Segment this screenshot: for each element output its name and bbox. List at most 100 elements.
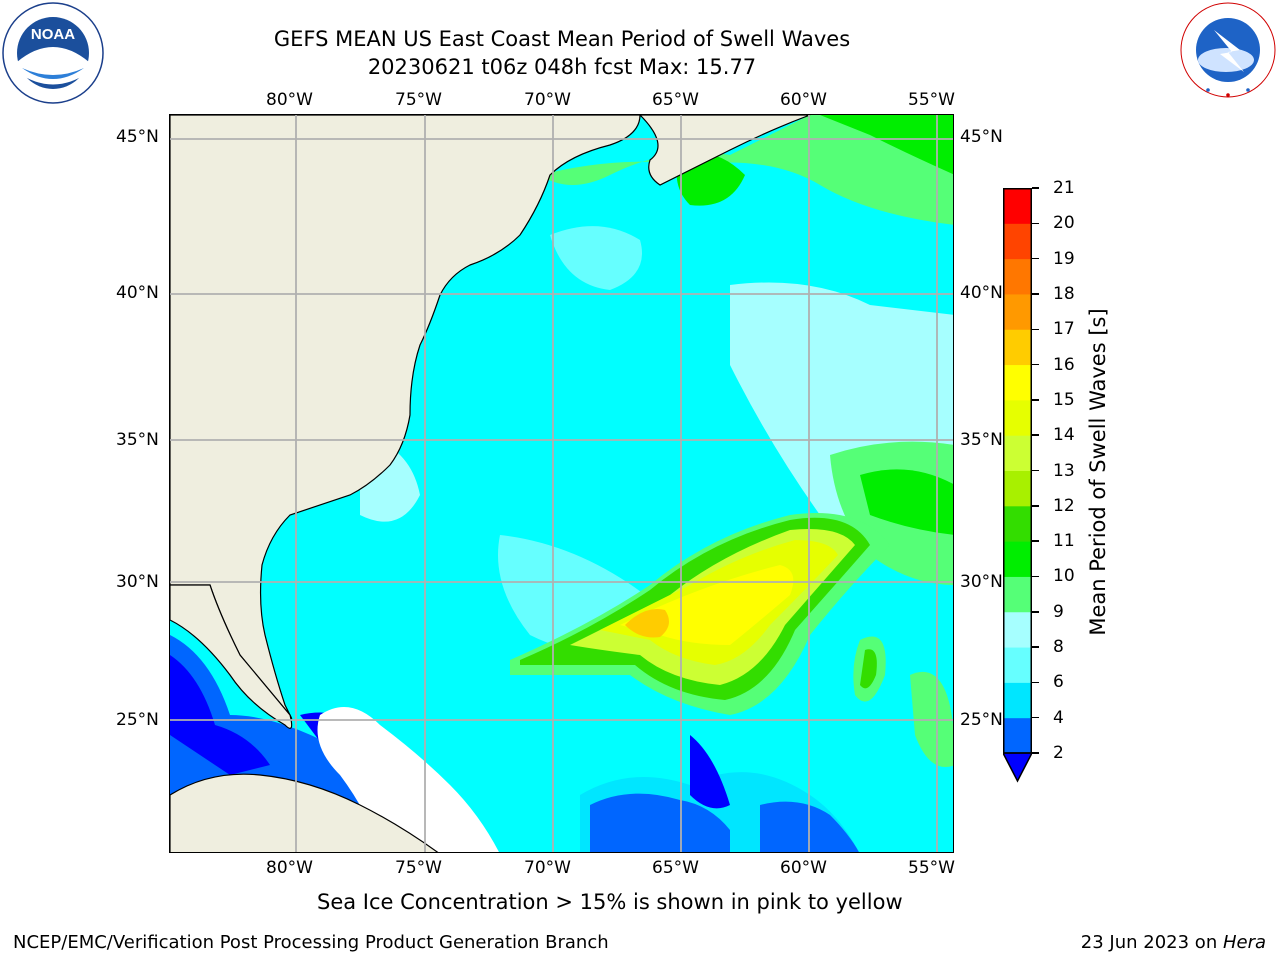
lon-label-top: 55°W xyxy=(908,90,955,110)
colorbar-tick-mark xyxy=(1032,187,1039,189)
colorbar-tick-label: 14 xyxy=(1053,425,1075,446)
noaa-logo-text: NOAA xyxy=(31,26,75,43)
colorbar-tick-mark xyxy=(1032,505,1039,507)
colorbar-tick-label: 2 xyxy=(1053,743,1064,763)
colorbar-tick-mark xyxy=(1032,399,1039,401)
land-florida xyxy=(170,584,293,729)
colorbar-band xyxy=(1003,717,1032,754)
bahamas-banks xyxy=(317,707,499,852)
lat-label-left: 35°N xyxy=(116,430,159,450)
lat-label-left: 40°N xyxy=(116,283,159,303)
lon-label-top: 70°W xyxy=(524,90,571,110)
footer-date: 23 Jun 2023 on Hera xyxy=(1081,932,1266,953)
colorbar-tick-mark xyxy=(1032,469,1039,472)
lat-label-right: 35°N xyxy=(960,430,1003,450)
nws-logo xyxy=(1178,2,1278,102)
chart-subtitle: 20230621 t06z 048h fcst Max: 15.77 xyxy=(367,55,757,79)
colorbar-tick-label: 8 xyxy=(1053,637,1064,658)
colorbar-tick-label: 9 xyxy=(1053,601,1064,622)
swell-period-map xyxy=(170,115,953,852)
colorbar-band xyxy=(1003,293,1032,330)
colorbar-band xyxy=(1003,223,1032,260)
footer-date-text: 23 Jun 2023 on xyxy=(1080,932,1223,953)
colorbar-band xyxy=(1003,399,1032,436)
colorbar-band xyxy=(1003,505,1032,542)
colorbar-tick-mark xyxy=(1032,611,1039,613)
colorbar-tick-label: 10 xyxy=(1053,566,1075,587)
colorbar-tick-mark xyxy=(1032,293,1039,295)
colorbar-tick-mark xyxy=(1032,575,1039,578)
field-under-2s xyxy=(690,735,730,809)
lat-label-left: 30°N xyxy=(116,572,159,592)
map-panel xyxy=(169,114,954,853)
colorbar-label: Mean Period of Swell Waves [s] xyxy=(1086,308,1110,636)
lat-label-right: 30°N xyxy=(960,572,1003,592)
noaa-logo: NOAA xyxy=(2,2,104,104)
colorbar-tick-label: 15 xyxy=(1053,389,1075,410)
colorbar-band xyxy=(1003,647,1032,683)
colorbar-band xyxy=(1003,576,1032,613)
colorbar-tick-label: 20 xyxy=(1053,213,1075,234)
colorbar-tick-mark xyxy=(1032,222,1039,225)
field-8s-patch xyxy=(550,226,642,290)
lon-label-bottom: 70°W xyxy=(524,858,571,878)
colorbar-band xyxy=(1003,435,1032,471)
lon-label-top: 80°W xyxy=(266,90,313,110)
field-15-16s-peak xyxy=(625,609,669,638)
lon-label-bottom: 65°W xyxy=(652,858,699,878)
lon-label-bottom: 60°W xyxy=(780,858,827,878)
colorbar xyxy=(1001,188,1034,788)
colorbar-band xyxy=(1003,682,1032,719)
colorbar-scale xyxy=(1001,188,1034,783)
colorbar-tick-label: 18 xyxy=(1053,283,1075,304)
colorbar-tick-label: 13 xyxy=(1053,460,1075,481)
field-11-12s-streak xyxy=(860,649,877,689)
sea-ice-note: Sea Ice Concentration > 15% is shown in … xyxy=(317,890,903,914)
colorbar-tick-mark xyxy=(1032,434,1039,436)
colorbar-tick-mark xyxy=(1032,540,1039,542)
lon-label-top: 75°W xyxy=(395,90,442,110)
colorbar-tick-mark xyxy=(1032,681,1039,684)
colorbar-tick-label: 17 xyxy=(1053,319,1075,340)
lat-label-right: 45°N xyxy=(960,127,1003,147)
chart-title: GEFS MEAN US East Coast Mean Period of S… xyxy=(273,27,851,51)
colorbar-band xyxy=(1003,258,1032,295)
lat-label-right: 40°N xyxy=(960,283,1003,303)
lat-label-left: 25°N xyxy=(116,710,159,730)
land-nova-scotia xyxy=(639,115,811,186)
lon-label-bottom: 75°W xyxy=(395,858,442,878)
lon-label-top: 60°W xyxy=(780,90,827,110)
lat-label-left: 45°N xyxy=(116,127,159,147)
colorbar-tick-label: 19 xyxy=(1053,248,1075,269)
colorbar-tick-mark xyxy=(1032,646,1039,648)
colorbar-tick-mark xyxy=(1032,363,1039,366)
footer-branch: NCEP/EMC/Verification Post Processing Pr… xyxy=(13,932,609,953)
colorbar-band xyxy=(1003,329,1032,366)
colorbar-band xyxy=(1003,611,1032,648)
colorbar-tick-mark xyxy=(1032,257,1039,260)
colorbar-tick-label: 11 xyxy=(1053,531,1075,552)
land-us-coast xyxy=(170,115,641,719)
footer-machine: Hera xyxy=(1222,932,1266,953)
lon-label-bottom: 80°W xyxy=(266,858,313,878)
colorbar-tick-label: 4 xyxy=(1053,707,1064,728)
colorbar-tick-mark xyxy=(1032,752,1039,754)
colorbar-tick-label: 21 xyxy=(1053,178,1075,198)
colorbar-tick-mark xyxy=(1032,716,1039,719)
field-10-11s-northeast xyxy=(820,115,953,175)
colorbar-tick-label: 16 xyxy=(1053,354,1075,375)
colorbar-tick-label: 6 xyxy=(1053,672,1064,693)
field-under-2s-straits xyxy=(170,655,270,775)
colorbar-tick-label: 12 xyxy=(1053,495,1075,516)
colorbar-band xyxy=(1003,470,1032,507)
lon-label-bottom: 55°W xyxy=(908,858,955,878)
colorbar-band xyxy=(1003,188,1032,224)
colorbar-band xyxy=(1003,541,1032,577)
lon-label-top: 65°W xyxy=(652,90,699,110)
colorbar-under-arrow xyxy=(1001,752,1034,783)
field-10-11s-east xyxy=(860,469,953,535)
lat-label-right: 25°N xyxy=(960,710,1003,730)
colorbar-tick-mark xyxy=(1032,328,1039,330)
land-cuba xyxy=(170,773,439,852)
field-9-10s-north xyxy=(540,115,953,225)
